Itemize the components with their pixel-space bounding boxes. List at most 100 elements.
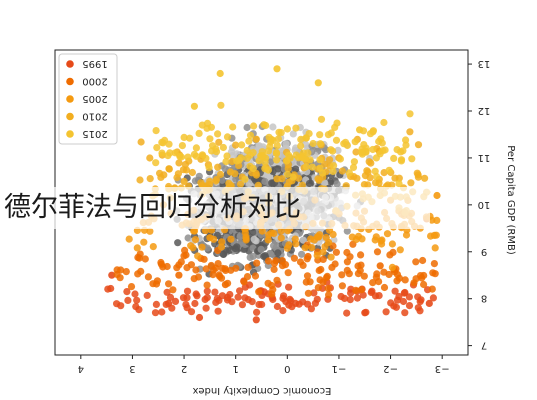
- series-point-2005: [210, 235, 218, 243]
- series-point-2000: [332, 248, 340, 256]
- data-point: [233, 243, 241, 251]
- series-point-2000: [338, 282, 346, 290]
- series-point-1995: [288, 303, 296, 311]
- series-point-2015: [158, 149, 166, 157]
- series-point-2010: [295, 174, 303, 182]
- series-point-2015: [292, 124, 300, 132]
- series-point-1995: [252, 316, 260, 324]
- series-point-1995: [353, 294, 361, 302]
- series-point-2015: [238, 141, 246, 149]
- series-point-2015: [385, 166, 393, 174]
- series-point-2010: [137, 138, 145, 146]
- series-point-2015: [267, 135, 275, 143]
- series-point-1995: [213, 294, 221, 303]
- y-tick-label: 12: [478, 105, 491, 116]
- series-point-2010: [407, 179, 415, 187]
- series-point-2000: [224, 279, 232, 287]
- series-point-2010: [395, 174, 403, 182]
- series-point-2005: [125, 235, 133, 243]
- series-point-2015: [302, 163, 310, 171]
- series-point-1995: [285, 283, 293, 291]
- series-point-2015: [272, 149, 280, 157]
- series-point-2000: [207, 261, 215, 270]
- series-point-2000: [357, 251, 365, 259]
- y-tick-label: 8: [481, 293, 487, 304]
- series-point-2010: [157, 173, 165, 181]
- x-tick-label: −3: [435, 363, 450, 374]
- series-point-2000: [385, 270, 393, 279]
- series-point-2010: [326, 156, 334, 164]
- series-point-2015: [178, 142, 186, 150]
- series-point-2000: [190, 275, 198, 283]
- y-axis-label: Per Capita GDP (RMB): [505, 145, 516, 255]
- series-point-2000: [240, 278, 248, 286]
- series-point-1995: [311, 299, 319, 307]
- data-point: [282, 140, 290, 148]
- series-point-1995: [228, 298, 236, 306]
- series-point-2005: [285, 241, 293, 249]
- series-point-2010: [363, 167, 371, 175]
- data-point: [243, 123, 251, 132]
- series-point-2005: [383, 230, 392, 238]
- series-point-2015: [223, 152, 231, 160]
- x-axis-label: Economic Complexity Index: [193, 385, 332, 396]
- series-point-2005: [146, 227, 154, 235]
- series-point-2000: [323, 272, 331, 280]
- series-point-2005: [433, 191, 441, 200]
- series-point-2000: [264, 279, 272, 287]
- series-point-1995: [405, 293, 413, 301]
- series-point-2000: [200, 255, 208, 263]
- series-point-2015: [241, 175, 249, 183]
- series-point-2015: [233, 157, 241, 165]
- series-point-2000: [324, 285, 332, 293]
- series-point-2010: [338, 167, 346, 175]
- x-tick-label: 0: [284, 363, 290, 374]
- series-point-2000: [182, 251, 190, 259]
- series-point-2000: [428, 285, 436, 293]
- series-point-2000: [202, 265, 210, 273]
- series-point-2015: [406, 110, 414, 118]
- series-point-2015: [395, 180, 403, 188]
- series-point-2015: [379, 147, 387, 155]
- series-point-2000: [412, 275, 420, 283]
- data-point: [219, 250, 227, 258]
- data-point: [249, 252, 257, 260]
- series-point-2000: [360, 272, 368, 280]
- series-point-2010: [284, 165, 292, 173]
- series-point-2015: [198, 151, 206, 159]
- data-point: [261, 177, 269, 186]
- series-point-1995: [416, 307, 424, 315]
- series-point-2010: [216, 170, 225, 178]
- series-point-2010: [314, 175, 322, 183]
- series-point-2005: [313, 251, 321, 260]
- series-point-2000: [306, 278, 314, 286]
- series-point-2005: [301, 244, 309, 252]
- series-point-2015: [190, 102, 198, 110]
- data-point: [298, 250, 306, 258]
- x-axis-ticks: 4 3 2 1 0 −1 −2 −3: [78, 355, 450, 374]
- series-point-2015: [377, 135, 385, 143]
- series-point-2005: [194, 252, 202, 260]
- series-point-2015: [184, 153, 192, 161]
- legend-marker: [66, 60, 74, 68]
- legend-label: 2015: [82, 128, 107, 139]
- y-tick-label: 11: [478, 152, 491, 163]
- series-point-2000: [357, 261, 365, 269]
- series-point-2015: [359, 127, 368, 135]
- series-point-2015: [380, 118, 388, 127]
- series-point-2015: [246, 131, 255, 139]
- series-point-2015: [209, 142, 217, 150]
- series-point-1995: [123, 288, 131, 296]
- series-point-2005: [315, 233, 323, 241]
- series-point-2015: [177, 153, 185, 161]
- series-point-2015: [302, 134, 310, 142]
- series-point-2015: [331, 123, 339, 131]
- series-point-2015: [286, 154, 294, 162]
- series-point-2010: [180, 177, 188, 185]
- series-point-2015: [289, 173, 297, 181]
- series-point-1995: [362, 308, 370, 316]
- data-point: [334, 146, 342, 154]
- series-point-2015: [297, 135, 305, 143]
- series-point-2015: [198, 121, 206, 129]
- data-point: [191, 177, 199, 185]
